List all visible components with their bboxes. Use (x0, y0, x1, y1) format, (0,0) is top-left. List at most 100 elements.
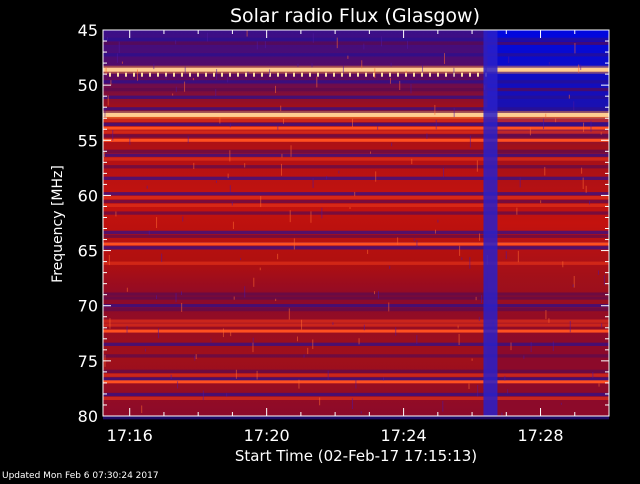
noise-streak (598, 383, 600, 387)
noise-streak (229, 150, 231, 162)
harmonic-dot (333, 72, 335, 77)
noise-streak (434, 104, 436, 115)
noise-streak (543, 118, 545, 130)
harmonic-dot (389, 72, 391, 77)
harmonic-dot (309, 72, 311, 77)
noise-streak (281, 163, 283, 176)
spectral-stripe (103, 392, 609, 397)
noise-streak (146, 185, 148, 189)
noise-streak (529, 127, 531, 136)
noise-streak (144, 348, 146, 352)
spectral-stripe (103, 165, 609, 169)
noise-streak (443, 53, 445, 64)
noise-streak (338, 170, 340, 174)
noise-streak (508, 56, 510, 64)
noise-streak (374, 68, 376, 79)
harmonic-dot (285, 72, 287, 77)
x-axis-label: Start Time (02-Feb-17 17:15:13) (235, 447, 477, 465)
spectral-stripe (103, 373, 609, 377)
noise-streak (227, 77, 229, 83)
noise-streak (395, 327, 397, 336)
noise-streak (110, 80, 112, 86)
noise-streak (443, 167, 445, 178)
noise-streak (246, 30, 248, 37)
noise-streak (277, 253, 279, 260)
noise-streak (349, 206, 351, 210)
noise-streak (363, 324, 365, 331)
harmonic-dot (293, 72, 295, 77)
noise-streak (355, 379, 357, 389)
y-tick-label: 45 (78, 21, 98, 40)
transition-column (483, 30, 498, 416)
noise-streak (156, 295, 158, 300)
noise-streak (581, 167, 583, 174)
spectral-stripe (103, 192, 609, 196)
noise-streak (312, 33, 314, 43)
noise-streak (573, 275, 575, 288)
noise-streak (129, 137, 131, 145)
spectral-stripe (103, 53, 609, 57)
noise-streak (397, 237, 399, 245)
noise-streak (592, 371, 594, 379)
harmonic-dot (325, 72, 327, 77)
y-axis: 45 50 55 60 65 70 75 80 (78, 21, 609, 426)
noise-streak (388, 302, 390, 312)
noise-streak (560, 402, 562, 405)
spectral-stripe (103, 323, 609, 327)
spectral-stripe (103, 118, 609, 123)
noise-streak (192, 78, 194, 81)
noise-streak (434, 229, 436, 234)
noise-streak (297, 63, 299, 68)
noise-streak (437, 219, 439, 223)
harmonic-dot (373, 72, 375, 77)
y-tick-label: 55 (78, 131, 98, 150)
emission-band (103, 242, 609, 246)
noise-streak (598, 270, 600, 275)
noise-streak (351, 398, 353, 410)
noise-streak (358, 338, 360, 345)
noise-streak (165, 75, 167, 80)
noise-streak (260, 196, 262, 208)
spectral-stripe (103, 296, 609, 300)
noise-streak (319, 397, 321, 406)
noise-streak (256, 41, 258, 50)
harmonic-dot (413, 72, 415, 77)
noise-streak (569, 320, 571, 333)
x-tick-label: 17:20 (244, 426, 290, 445)
noise-streak (544, 166, 546, 176)
spectral-stripe (103, 157, 609, 161)
spectral-stripe (103, 304, 609, 308)
spectral-stripe (103, 416, 609, 420)
noise-streak (572, 284, 574, 288)
noise-streak (172, 93, 174, 96)
noise-streak (475, 296, 477, 301)
noise-streak (478, 316, 480, 321)
noise-streak (311, 63, 313, 68)
noise-streak (175, 293, 177, 303)
noise-streak (377, 126, 379, 130)
noise-streak (104, 108, 106, 117)
spectral-stripe (103, 87, 609, 92)
noise-streak (352, 118, 354, 128)
spectrogram-before-change (103, 30, 488, 416)
noise-streak (296, 336, 298, 342)
noise-streak (240, 258, 242, 261)
harmonic-dot (477, 72, 479, 77)
x-tick-label: 17:24 (381, 426, 427, 445)
harmonic-dot (421, 72, 423, 77)
noise-streak (303, 354, 305, 358)
x-axis: 17:16 17:20 17:24 17:28 (107, 30, 576, 445)
spectral-stripe (103, 37, 609, 42)
harmonic-dot (157, 72, 159, 77)
noise-streak (116, 53, 118, 63)
noise-streak (230, 331, 232, 337)
noise-streak (545, 113, 547, 118)
noise-streak (277, 125, 279, 131)
harmonic-dot (301, 72, 303, 77)
noise-streak (459, 245, 461, 256)
noise-streak (422, 65, 424, 72)
noise-streak (312, 339, 314, 350)
noise-streak (156, 217, 158, 229)
harmonic-dot (237, 72, 239, 77)
spectral-stripe (103, 122, 609, 126)
